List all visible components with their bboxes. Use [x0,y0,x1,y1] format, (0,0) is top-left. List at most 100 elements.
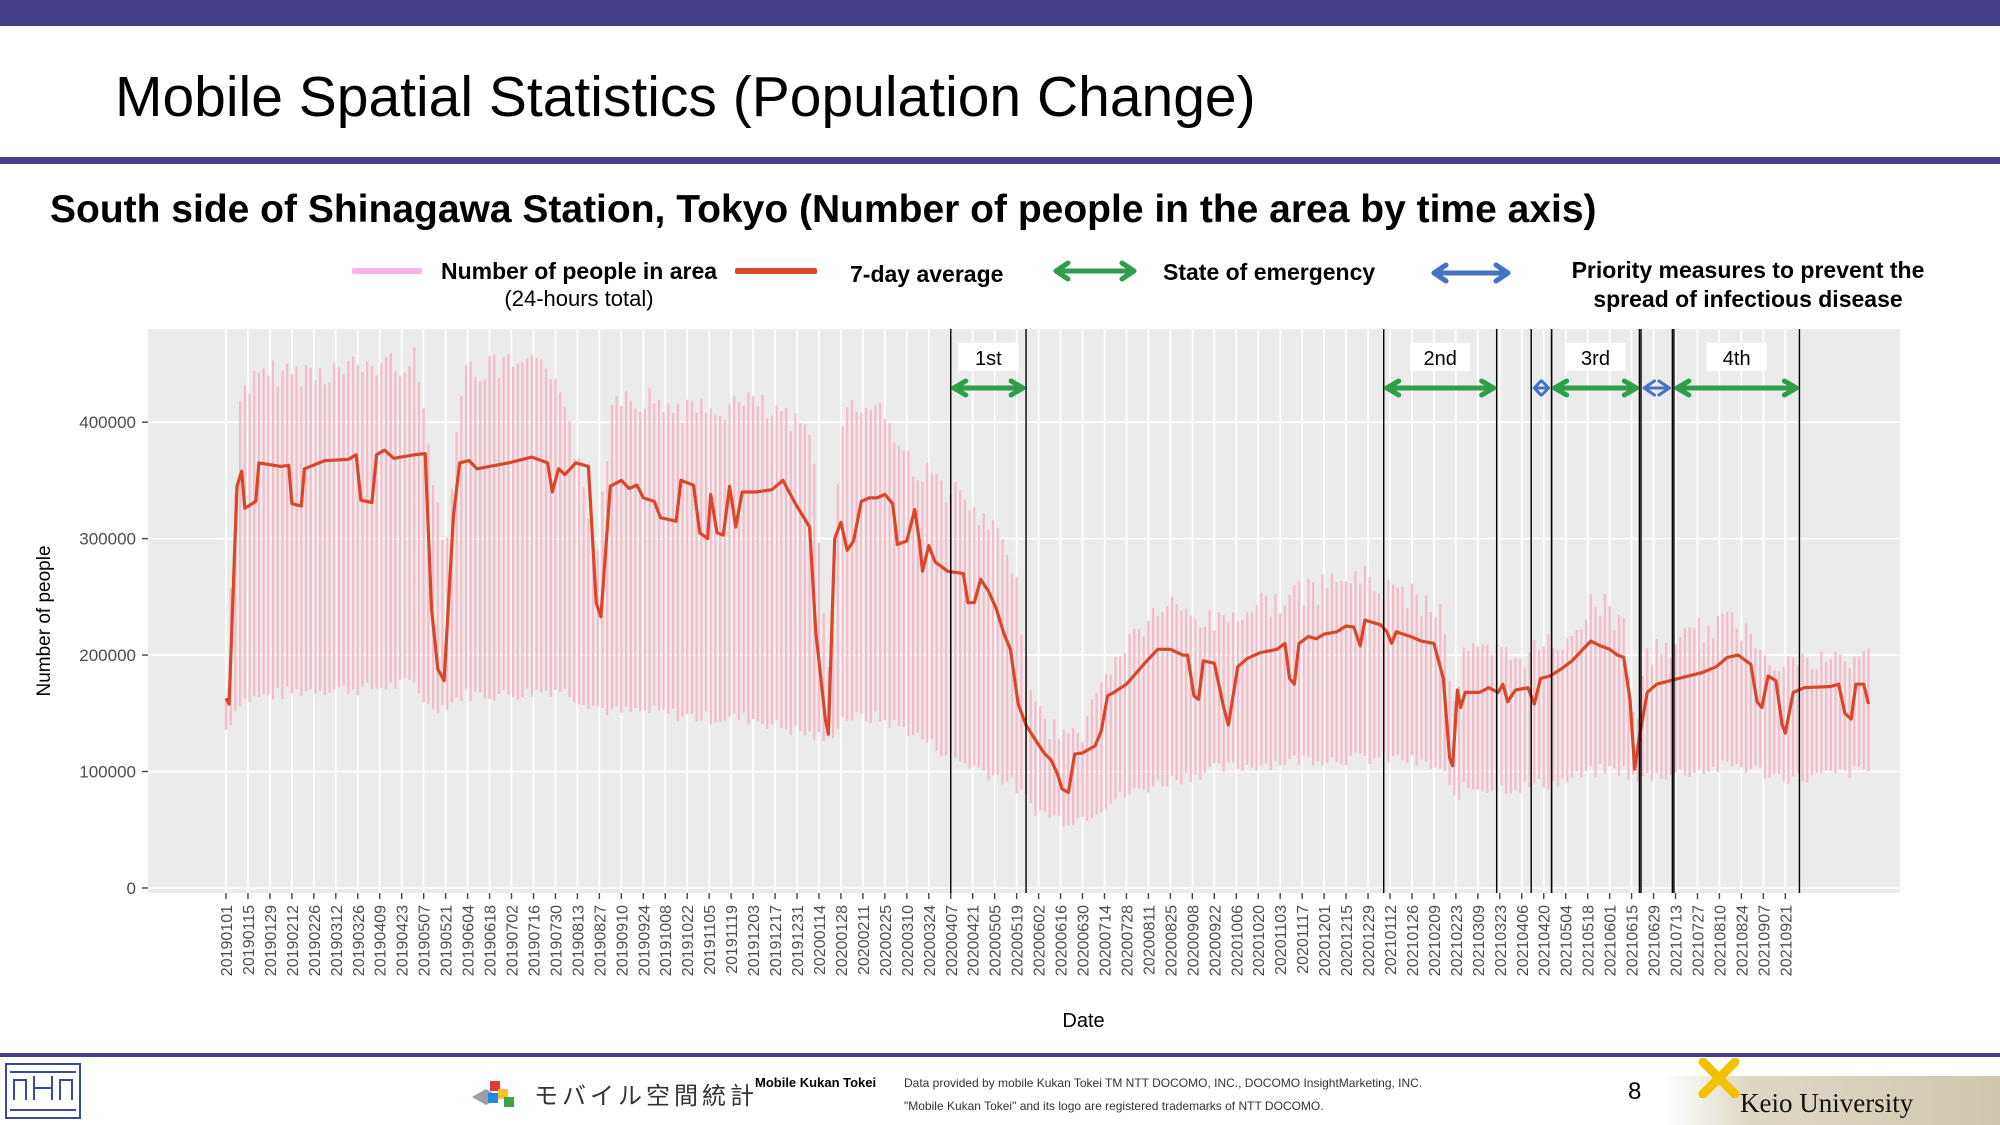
x-tick-label: 20200324 [922,905,939,976]
y-tick-label: 0 [127,879,136,898]
population-chart: 1st 2nd 3rd 4th 0 100000 200000 300000 400000 2… [34,329,1900,1032]
x-tick-label: 20200407 [944,905,961,976]
y-axis: 0 100000 200000 300000 400000 [79,413,148,898]
plot-background [148,329,1900,893]
x-tick-label: 20190212 [285,905,302,976]
x-tick-label: 20190730 [548,905,565,976]
x-axis-label: Date [1062,1010,1104,1032]
x-tick-label: 20190326 [351,905,368,976]
x-tick-label: 20200825 [1163,905,1180,976]
emergency-periods: 1st 2nd 3rd 4th [950,329,1801,893]
x-axis: 20190101 20190115 20190129 20190212 20190226… [219,893,1795,976]
x-tick-label: 20190813 [570,905,587,976]
x-tick-label: 20210629 [1647,905,1664,976]
period-label: 2nd [1424,348,1457,370]
x-tick-label: 20210309 [1471,905,1488,976]
x-tick-label: 20190924 [636,905,653,976]
seven-day-average-line [224,448,1871,795]
x-tick-label: 20210907 [1756,905,1773,976]
x-tick-label: 20210824 [1734,905,1751,976]
x-tick-label: 20210518 [1581,905,1598,976]
y-tick-label: 200000 [79,646,136,665]
x-tick-label: 20201117 [1295,905,1312,974]
x-tick-label: 20210323 [1493,905,1510,976]
x-tick-label: 20200114 [812,905,829,975]
x-tick-label: 20210601 [1603,905,1620,976]
x-tick-label: 20200128 [834,905,851,976]
x-tick-label: 20200602 [1032,905,1049,976]
x-tick-label: 20200616 [1054,905,1071,976]
x-tick-label: 20210504 [1559,905,1576,976]
period-label: 3rd [1581,348,1610,370]
x-tick-label: 20190409 [373,905,390,976]
x-tick-label: 20210112 [1383,905,1400,975]
x-tick-label: 20210921 [1778,905,1795,976]
slide-title: Mobile Spatial Statistics (Population Ch… [115,65,1256,129]
brand-japanese-name: モバイル空間統計 [534,1082,758,1110]
x-tick-label: 20201020 [1251,905,1268,976]
y-tick-label: 100000 [79,763,136,782]
period-label-box [958,343,1019,371]
x-tick-label: 20210209 [1427,905,1444,976]
x-tick-label: 20210126 [1405,905,1422,976]
x-tick-label: 20201215 [1339,905,1356,976]
x-tick-label: 20191231 [790,905,807,976]
brand-english-name: Mobile Kukan Tokei [755,1075,877,1090]
grid-lines [148,329,1900,893]
period-arrow-priority [1532,379,1551,397]
x-tick-label: 20201006 [1229,905,1246,976]
x-tick-label: 20190618 [483,905,500,976]
x-tick-label: 20200421 [966,905,983,976]
x-tick-label: 20190827 [592,905,609,976]
period-label: 1st [975,348,1002,370]
x-tick-label: 20210406 [1515,905,1532,976]
keio-pen-mark-icon [1698,1058,1740,1098]
x-tick-label: 20210727 [1690,905,1707,976]
mobile-kukan-tokei-logo: モバイル空間統計 [468,1070,758,1116]
data-credit-line-2: "Mobile Kukan Tokei" and its logo are re… [904,1099,1324,1113]
period-label-box [1565,343,1626,371]
x-tick-label: 20191008 [658,905,675,976]
x-tick-label: 20191217 [768,905,785,976]
x-tick-label: 20190423 [395,905,412,976]
page-number: 8 [1628,1078,1642,1105]
x-tick-label: 20200908 [1185,905,1202,976]
period-arrow-priority [1642,379,1671,397]
x-tick-label: 20200630 [1076,905,1093,976]
x-tick-label: 20190604 [461,905,478,976]
x-tick-label: 20190716 [526,905,543,976]
y-tick-label: 400000 [79,413,136,432]
x-tick-label: 20200728 [1119,905,1136,976]
x-tick-label: 20210420 [1537,905,1554,976]
x-tick-label: 20210713 [1669,905,1686,976]
period-label-box [1410,343,1471,371]
daily-people-series [224,347,1870,827]
top-bar [0,0,2000,26]
title-rule [0,157,2000,164]
period-label-box [1706,343,1767,371]
x-tick-label: 20190115 [241,905,258,975]
x-tick-label: 20191105 [702,905,719,975]
x-tick-label: 20200211 [856,905,873,975]
x-tick-label: 20200519 [1010,905,1027,976]
x-tick-label: 20200922 [1207,905,1224,976]
x-tick-label: 20190507 [417,905,434,976]
x-tick-label: 20190101 [219,905,236,976]
x-tick-label: 20190312 [329,905,346,976]
period-arrow-2nd [1384,378,1497,398]
x-tick-label: 20201201 [1317,905,1334,976]
x-tick-label: 20200714 [1097,905,1114,976]
x-tick-label: 20190910 [614,905,631,976]
period-arrow-4th [1674,378,1799,398]
y-axis-label: Number of people [34,545,55,696]
institute-logo-icon [5,1063,81,1119]
x-tick-label: 20210615 [1625,905,1642,976]
x-tick-label: 20191022 [680,905,697,976]
x-tick-label: 20200225 [878,905,895,976]
x-tick-label: 20190129 [263,905,280,976]
x-tick-label: 20191119 [724,905,741,974]
footer-rule [0,1053,2000,1057]
chart-subtitle: South side of Shinagawa Station, Tokyo (… [50,188,1597,231]
data-credit-line-1: Data provided by mobile Kukan Tokei TM N… [904,1076,1423,1090]
period-label: 4th [1723,348,1751,370]
